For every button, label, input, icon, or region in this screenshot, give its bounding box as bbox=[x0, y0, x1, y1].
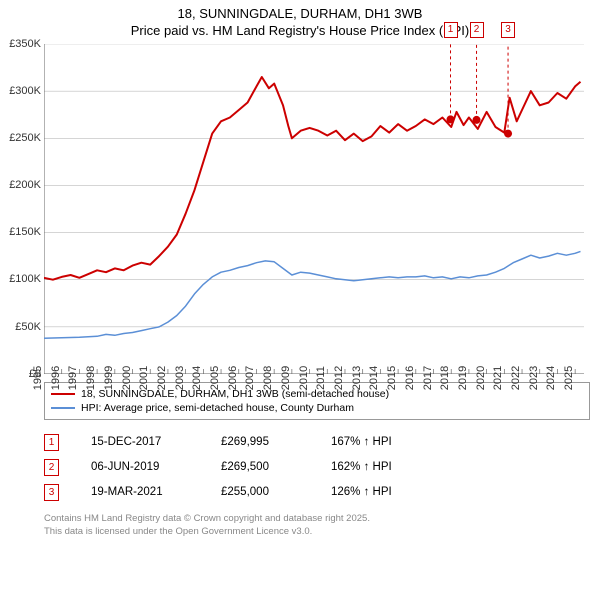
sale-price: £269,995 bbox=[221, 436, 311, 448]
footer: Contains HM Land Registry data © Crown c… bbox=[44, 513, 590, 539]
x-tick-label: 1999 bbox=[103, 366, 115, 390]
x-tick-label: 2019 bbox=[457, 366, 469, 390]
x-tick-label: 1997 bbox=[67, 366, 79, 390]
x-tick-label: 2000 bbox=[120, 366, 132, 390]
x-tick-label: 2010 bbox=[297, 366, 309, 390]
x-tick-label: 2025 bbox=[563, 366, 575, 390]
y-tick-label: £100K bbox=[9, 273, 41, 285]
x-tick-label: 2008 bbox=[262, 366, 274, 390]
title-line-1: 18, SUNNINGDALE, DURHAM, DH1 3WB bbox=[0, 6, 600, 23]
chart-area: £0£50K£100K£150K£200K£250K£300K£350K1995… bbox=[44, 44, 590, 374]
legend-label-hpi: HPI: Average price, semi-detached house,… bbox=[81, 402, 354, 414]
x-tick-label: 2021 bbox=[492, 366, 504, 390]
footer-line-1: Contains HM Land Registry data © Crown c… bbox=[44, 513, 590, 526]
x-tick-label: 2005 bbox=[209, 366, 221, 390]
x-tick-label: 2023 bbox=[527, 366, 539, 390]
legend-swatch-property bbox=[51, 393, 75, 395]
sale-date: 19-MAR-2021 bbox=[91, 486, 201, 498]
x-tick-label: 2003 bbox=[173, 366, 185, 390]
sale-marker-3: 3 bbox=[501, 22, 515, 38]
x-tick-label: 2002 bbox=[156, 366, 168, 390]
sale-pct: 162% ↑ HPI bbox=[331, 461, 392, 473]
legend-item-hpi: HPI: Average price, semi-detached house,… bbox=[51, 401, 583, 415]
sales-list: 1 15-DEC-2017 £269,995 167% ↑ HPI 2 06-JUN-20… bbox=[44, 430, 590, 505]
sale-row: 2 06-JUN-2019 £269,500 162% ↑ HPI bbox=[44, 455, 590, 480]
x-tick-label: 2022 bbox=[510, 366, 522, 390]
x-tick-label: 2012 bbox=[333, 366, 345, 390]
x-tick-label: 2001 bbox=[138, 366, 150, 390]
x-tick-label: 2020 bbox=[474, 366, 486, 390]
y-tick-label: £200K bbox=[9, 179, 41, 191]
sale-box-1: 1 bbox=[44, 434, 59, 451]
sale-date: 15-DEC-2017 bbox=[91, 436, 201, 448]
x-tick-label: 2016 bbox=[404, 366, 416, 390]
x-tick-label: 2024 bbox=[545, 366, 557, 390]
x-tick-label: 2015 bbox=[386, 366, 398, 390]
y-tick-label: £250K bbox=[9, 132, 41, 144]
sale-marker-2: 2 bbox=[470, 22, 484, 38]
x-tick-label: 2007 bbox=[244, 366, 256, 390]
x-tick-label: 2013 bbox=[350, 366, 362, 390]
chart-svg bbox=[44, 44, 584, 374]
sale-pct: 167% ↑ HPI bbox=[331, 436, 392, 448]
sale-box-3: 3 bbox=[44, 484, 59, 501]
x-tick-label: 2017 bbox=[421, 366, 433, 390]
sale-price: £255,000 bbox=[221, 486, 311, 498]
y-tick-label: £350K bbox=[9, 38, 41, 50]
x-tick-label: 2011 bbox=[315, 366, 327, 390]
sale-price: £269,500 bbox=[221, 461, 311, 473]
x-tick-label: 2018 bbox=[439, 366, 451, 390]
sale-row: 1 15-DEC-2017 £269,995 167% ↑ HPI bbox=[44, 430, 590, 455]
y-tick-label: £50K bbox=[15, 321, 41, 333]
x-tick-label: 1998 bbox=[85, 366, 97, 390]
x-tick-label: 1996 bbox=[49, 366, 61, 390]
y-tick-label: £300K bbox=[9, 85, 41, 97]
sale-box-2: 2 bbox=[44, 459, 59, 476]
sale-date: 06-JUN-2019 bbox=[91, 461, 201, 473]
legend-swatch-hpi bbox=[51, 407, 75, 409]
x-tick-label: 2006 bbox=[227, 366, 239, 390]
x-tick-label: 1995 bbox=[32, 366, 44, 390]
sale-row: 3 19-MAR-2021 £255,000 126% ↑ HPI bbox=[44, 480, 590, 505]
sale-pct: 126% ↑ HPI bbox=[331, 486, 392, 498]
x-tick-label: 2004 bbox=[191, 366, 203, 390]
x-tick-label: 2009 bbox=[280, 366, 292, 390]
footer-line-2: This data is licensed under the Open Gov… bbox=[44, 526, 590, 539]
x-tick-label: 2014 bbox=[368, 366, 380, 390]
sale-marker-1: 1 bbox=[444, 22, 458, 38]
y-tick-label: £150K bbox=[9, 226, 41, 238]
